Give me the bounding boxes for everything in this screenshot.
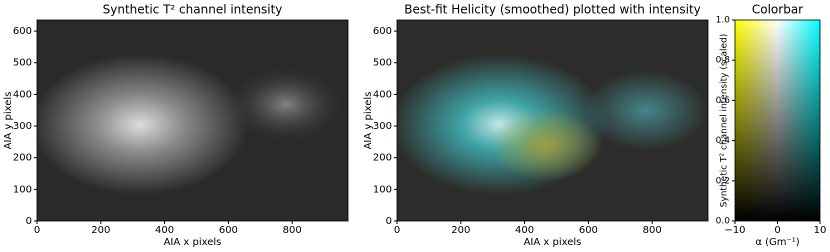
- helicity-image-cyan: [397, 20, 708, 221]
- colorbar-shade: [735, 20, 820, 221]
- y-tick-label: 600: [13, 26, 32, 37]
- y-axis-label: AIA y pixels: [363, 92, 374, 150]
- x-tick-label: 10: [814, 225, 827, 236]
- y-tick-label: 500: [13, 58, 32, 69]
- panel-title: Colorbar: [752, 3, 803, 17]
- x-tick-label: −10: [724, 225, 745, 236]
- x-tick-label: 0: [394, 225, 400, 236]
- y-tick-label: 0: [26, 216, 32, 227]
- x-axis-label: α (Gm⁻¹): [755, 237, 799, 248]
- x-tick-label: 400: [155, 225, 174, 236]
- x-tick-label: 200: [451, 225, 470, 236]
- y-tick-label: 500: [373, 58, 392, 69]
- y-axis-label: AIA y pixels: [3, 92, 14, 150]
- y-tick-label: 100: [373, 184, 392, 195]
- x-tick-label: 600: [579, 225, 598, 236]
- x-tick-label: 0: [774, 225, 780, 236]
- panel-title: Synthetic T² channel intensity: [103, 3, 283, 17]
- y-tick-label: 400: [373, 89, 392, 100]
- y-tick-label: 0.6: [716, 96, 731, 106]
- x-tick-label: 600: [219, 225, 238, 236]
- y-tick-label: 400: [13, 89, 32, 100]
- y-tick-label: 300: [373, 121, 392, 132]
- y-tick-label: 200: [13, 153, 32, 164]
- y-tick-label: 0: [386, 216, 392, 227]
- y-tick-label: 0.0: [716, 217, 731, 227]
- x-tick-label: 400: [515, 225, 534, 236]
- x-axis-label: AIA x pixels: [524, 237, 582, 248]
- panel-title: Best-fit Helicity (smoothed) plotted wit…: [404, 3, 701, 17]
- x-tick-label: 0: [34, 225, 40, 236]
- y-tick-label: 200: [373, 153, 392, 164]
- x-tick-label: 800: [283, 225, 302, 236]
- intensity-image-overlay: [37, 20, 348, 221]
- x-tick-label: 800: [643, 225, 662, 236]
- y-tick-label: 100: [13, 184, 32, 195]
- y-tick-label: 1.0: [716, 16, 731, 26]
- axes-frame: [396, 19, 709, 222]
- y-tick-label: 300: [13, 121, 32, 132]
- y-tick-label: 0.4: [716, 136, 731, 146]
- y-axis-label: Synthetic T² channel intensity (scaled): [720, 34, 730, 208]
- axes-frame: [36, 19, 349, 222]
- x-axis-label: AIA x pixels: [164, 237, 222, 248]
- y-tick-label: 0.8: [716, 56, 731, 66]
- y-tick-label: 600: [373, 26, 392, 37]
- y-tick-label: 0.2: [716, 176, 730, 186]
- x-tick-label: 200: [91, 225, 110, 236]
